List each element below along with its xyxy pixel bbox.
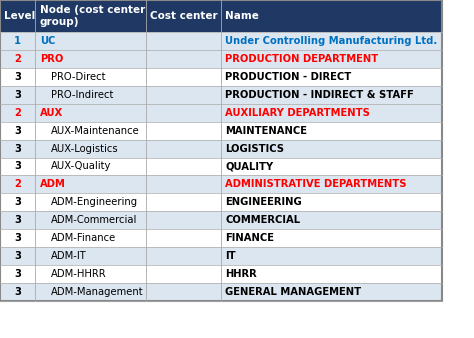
Text: FINANCE: FINANCE (225, 233, 274, 243)
Text: ADM-Management: ADM-Management (51, 287, 144, 297)
FancyBboxPatch shape (0, 211, 442, 229)
FancyBboxPatch shape (0, 175, 442, 193)
FancyBboxPatch shape (0, 32, 442, 50)
Text: 2: 2 (14, 108, 21, 118)
Text: AUX: AUX (40, 108, 63, 118)
Text: HHRR: HHRR (225, 269, 257, 279)
Text: 3: 3 (14, 269, 21, 279)
Text: PRODUCTION - DIRECT: PRODUCTION - DIRECT (225, 72, 352, 82)
FancyBboxPatch shape (0, 140, 442, 158)
Text: ADM-HHRR: ADM-HHRR (51, 269, 107, 279)
Text: LOGISTICS: LOGISTICS (225, 144, 284, 153)
FancyBboxPatch shape (0, 247, 442, 265)
Text: 2: 2 (14, 54, 21, 64)
Text: 3: 3 (14, 233, 21, 243)
Text: Under Controlling Manufacturing Ltd.: Under Controlling Manufacturing Ltd. (225, 36, 438, 46)
Text: ADM-Finance: ADM-Finance (51, 233, 116, 243)
Text: AUX-Maintenance: AUX-Maintenance (51, 126, 139, 136)
Text: ENGINEERING: ENGINEERING (225, 197, 302, 207)
Text: 1: 1 (14, 36, 21, 46)
Text: AUX-Logistics: AUX-Logistics (51, 144, 118, 153)
Text: GENERAL MANAGEMENT: GENERAL MANAGEMENT (225, 287, 361, 297)
FancyBboxPatch shape (0, 104, 442, 122)
Text: IT: IT (225, 251, 236, 261)
FancyBboxPatch shape (0, 50, 442, 68)
Text: 3: 3 (14, 162, 21, 171)
Text: PRO: PRO (40, 54, 63, 64)
Text: 3: 3 (14, 72, 21, 82)
Text: ADMINISTRATIVE DEPARTMENTS: ADMINISTRATIVE DEPARTMENTS (225, 179, 407, 189)
FancyBboxPatch shape (0, 0, 442, 32)
FancyBboxPatch shape (0, 158, 442, 175)
Text: 2: 2 (14, 179, 21, 189)
Text: ADM-IT: ADM-IT (51, 251, 87, 261)
Text: 3: 3 (14, 144, 21, 153)
Text: 3: 3 (14, 126, 21, 136)
FancyBboxPatch shape (0, 68, 442, 86)
FancyBboxPatch shape (0, 229, 442, 247)
FancyBboxPatch shape (0, 193, 442, 211)
Text: 3: 3 (14, 197, 21, 207)
Text: Level: Level (4, 11, 36, 21)
Text: 3: 3 (14, 287, 21, 297)
Text: COMMERCIAL: COMMERCIAL (225, 215, 301, 225)
Text: Name: Name (225, 11, 259, 21)
Text: Node (cost center
group): Node (cost center group) (40, 5, 145, 27)
Text: AUX-Quality: AUX-Quality (51, 162, 111, 171)
FancyBboxPatch shape (0, 283, 442, 301)
Text: 3: 3 (14, 90, 21, 100)
Text: ADM-Commercial: ADM-Commercial (51, 215, 137, 225)
Text: UC: UC (40, 36, 55, 46)
Text: PRO-Direct: PRO-Direct (51, 72, 105, 82)
FancyBboxPatch shape (0, 265, 442, 283)
Text: AUXILIARY DEPARTMENTS: AUXILIARY DEPARTMENTS (225, 108, 370, 118)
Text: 3: 3 (14, 251, 21, 261)
FancyBboxPatch shape (0, 86, 442, 104)
Text: PRODUCTION DEPARTMENT: PRODUCTION DEPARTMENT (225, 54, 379, 64)
Text: ADM: ADM (40, 179, 65, 189)
Text: Cost center: Cost center (150, 11, 218, 21)
Text: PRO-Indirect: PRO-Indirect (51, 90, 113, 100)
Text: MAINTENANCE: MAINTENANCE (225, 126, 307, 136)
Text: QUALITY: QUALITY (225, 162, 273, 171)
Text: ADM-Engineering: ADM-Engineering (51, 197, 138, 207)
Text: 3: 3 (14, 215, 21, 225)
FancyBboxPatch shape (0, 122, 442, 140)
Text: PRODUCTION - INDIRECT & STAFF: PRODUCTION - INDIRECT & STAFF (225, 90, 414, 100)
